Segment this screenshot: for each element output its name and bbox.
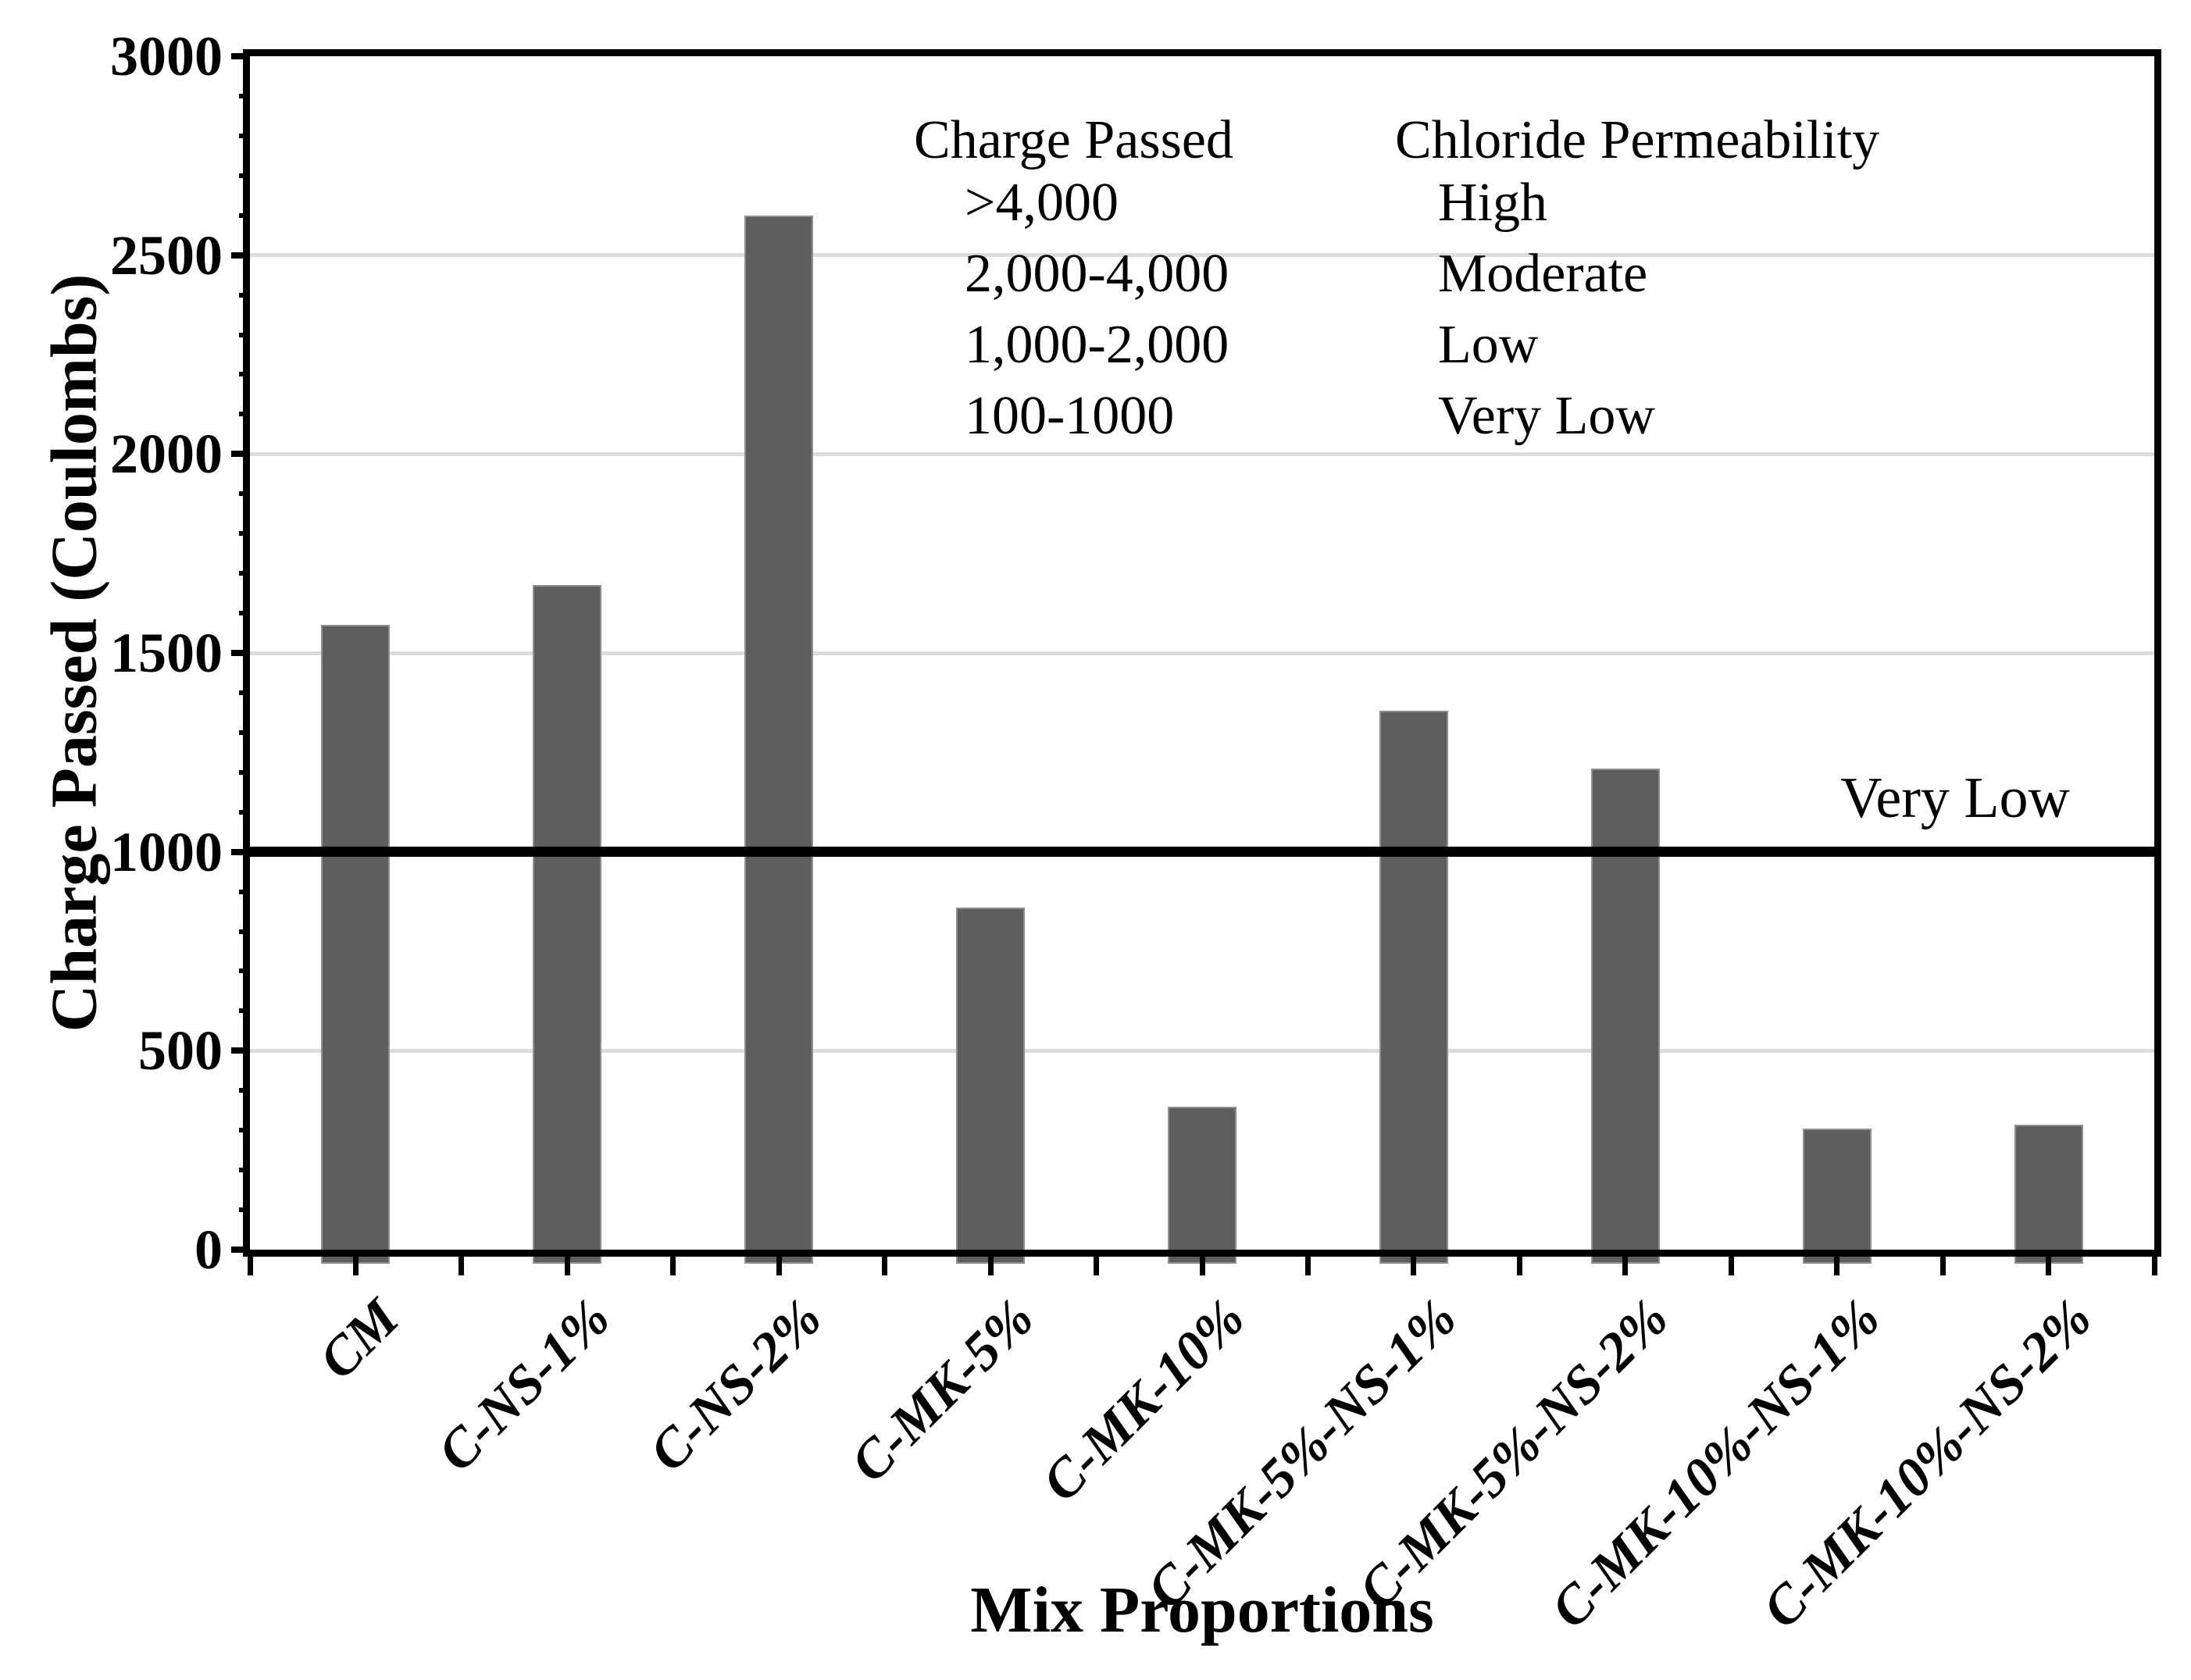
y-minor-tick-700 xyxy=(239,968,250,974)
y-minor-tick-1200 xyxy=(239,769,250,775)
x-center-tick-4 xyxy=(1199,1257,1205,1275)
y-minor-tick-2200 xyxy=(239,372,250,377)
y-minor-tick-1700 xyxy=(239,571,250,576)
bar-C-NS-2% xyxy=(744,215,814,1264)
x-cat-label-C-NS-1%: C-NS-1% xyxy=(426,1288,622,1483)
threshold-line xyxy=(250,847,2154,858)
y-tick-label-2500: 2500 xyxy=(110,223,223,287)
annotation-level-1: Moderate xyxy=(1438,244,1648,304)
bar-C-MK-10%-NS-2% xyxy=(2014,1124,2083,1264)
y-minor-tick-200 xyxy=(239,1168,250,1173)
y-major-tick-0 xyxy=(231,1247,250,1253)
y-major-tick-1000 xyxy=(231,848,250,855)
y-tick-label-2000: 2000 xyxy=(110,423,223,486)
annotation-range-2: 1,000-2,000 xyxy=(965,315,1229,375)
annotation-level-3: Very Low xyxy=(1438,386,1655,446)
bar-C-MK-10%-NS-1% xyxy=(1802,1128,1872,1264)
x-cat-label-C-MK-10%: C-MK-10% xyxy=(1031,1288,1257,1514)
x-boundary-tick-1 xyxy=(459,1257,465,1275)
y-tick-label-500: 500 xyxy=(138,1019,223,1083)
y-major-tick-1500 xyxy=(231,650,250,656)
x-boundary-tick-9 xyxy=(2151,1257,2157,1275)
bar-C-NS-1% xyxy=(533,585,602,1264)
x-cat-label-C-MK-5%: C-MK-5% xyxy=(839,1288,1045,1494)
y-minor-tick-2600 xyxy=(239,212,250,218)
annotation-range-1: 2,000-4,000 xyxy=(965,244,1229,304)
x-boundary-tick-2 xyxy=(670,1257,676,1275)
bar-CM xyxy=(321,625,391,1264)
annotation-col2-header: Chloride Permeability xyxy=(1395,110,1880,170)
x-boundary-tick-0 xyxy=(247,1257,253,1275)
x-center-tick-1 xyxy=(564,1257,570,1275)
y-minor-tick-1800 xyxy=(239,531,250,537)
y-minor-tick-1900 xyxy=(239,491,250,497)
x-center-tick-7 xyxy=(1834,1257,1840,1275)
x-center-tick-3 xyxy=(987,1257,994,1275)
x-boundary-tick-3 xyxy=(882,1257,888,1275)
y-minor-tick-1400 xyxy=(239,690,250,695)
annotation-col1-header: Charge Passed xyxy=(914,110,1233,170)
x-center-tick-0 xyxy=(352,1257,359,1275)
y-minor-tick-300 xyxy=(239,1128,250,1133)
y-major-tick-3000 xyxy=(231,53,250,59)
x-cat-label-C-NS-2%: C-NS-2% xyxy=(638,1288,833,1483)
annotation-level-2: Low xyxy=(1438,315,1539,375)
x-boundary-tick-4 xyxy=(1094,1257,1100,1275)
gridline-500 xyxy=(250,1048,2154,1053)
y-tick-label-1000: 1000 xyxy=(110,820,223,883)
annotation-range-0: >4,000 xyxy=(965,173,1119,233)
x-boundary-tick-6 xyxy=(1516,1257,1522,1275)
y-minor-tick-600 xyxy=(239,1008,250,1014)
bar-C-MK-5%-NS-1% xyxy=(1379,710,1448,1264)
y-minor-tick-1300 xyxy=(239,729,250,735)
y-minor-tick-400 xyxy=(239,1088,250,1093)
y-major-tick-2500 xyxy=(231,251,250,259)
y-minor-tick-2400 xyxy=(239,292,250,298)
x-center-tick-2 xyxy=(776,1257,782,1275)
y-tick-label-0: 0 xyxy=(194,1218,223,1281)
y-minor-tick-1100 xyxy=(239,809,250,815)
y-minor-tick-2300 xyxy=(239,332,250,337)
threshold-label: Very Low xyxy=(1840,766,2070,830)
y-minor-tick-2700 xyxy=(239,173,250,178)
y-minor-tick-2900 xyxy=(239,93,250,98)
bar-C-MK-10% xyxy=(1168,1106,1236,1264)
x-boundary-tick-5 xyxy=(1304,1257,1311,1275)
bar-C-MK-5%-NS-2% xyxy=(1590,768,1660,1264)
x-center-tick-8 xyxy=(2046,1257,2052,1275)
y-minor-tick-2800 xyxy=(239,133,250,138)
y-tick-label-1500: 1500 xyxy=(110,622,223,684)
y-tick-label-3000: 3000 xyxy=(110,25,223,87)
annotation-level-0: High xyxy=(1438,173,1547,233)
y-minor-tick-1600 xyxy=(239,611,250,616)
y-minor-tick-2100 xyxy=(239,412,250,417)
y-minor-tick-800 xyxy=(239,929,250,934)
gridline-2000 xyxy=(250,451,2154,456)
annotation-range-3: 100-1000 xyxy=(965,386,1175,446)
x-boundary-tick-8 xyxy=(1939,1257,1946,1275)
x-boundary-tick-7 xyxy=(1728,1257,1734,1275)
gridline-2500 xyxy=(250,253,2154,258)
y-minor-tick-900 xyxy=(239,889,250,894)
y-minor-tick-100 xyxy=(239,1207,250,1213)
x-center-tick-6 xyxy=(1622,1257,1629,1275)
x-axis-title: Mix Proportions xyxy=(970,1574,1434,1646)
x-cat-label-CM: CM xyxy=(307,1288,411,1391)
y-major-tick-500 xyxy=(231,1047,250,1054)
bar-C-MK-5% xyxy=(956,907,1026,1264)
gridline-1500 xyxy=(250,651,2154,655)
x-center-tick-5 xyxy=(1411,1257,1417,1275)
y-major-tick-2000 xyxy=(231,451,250,458)
